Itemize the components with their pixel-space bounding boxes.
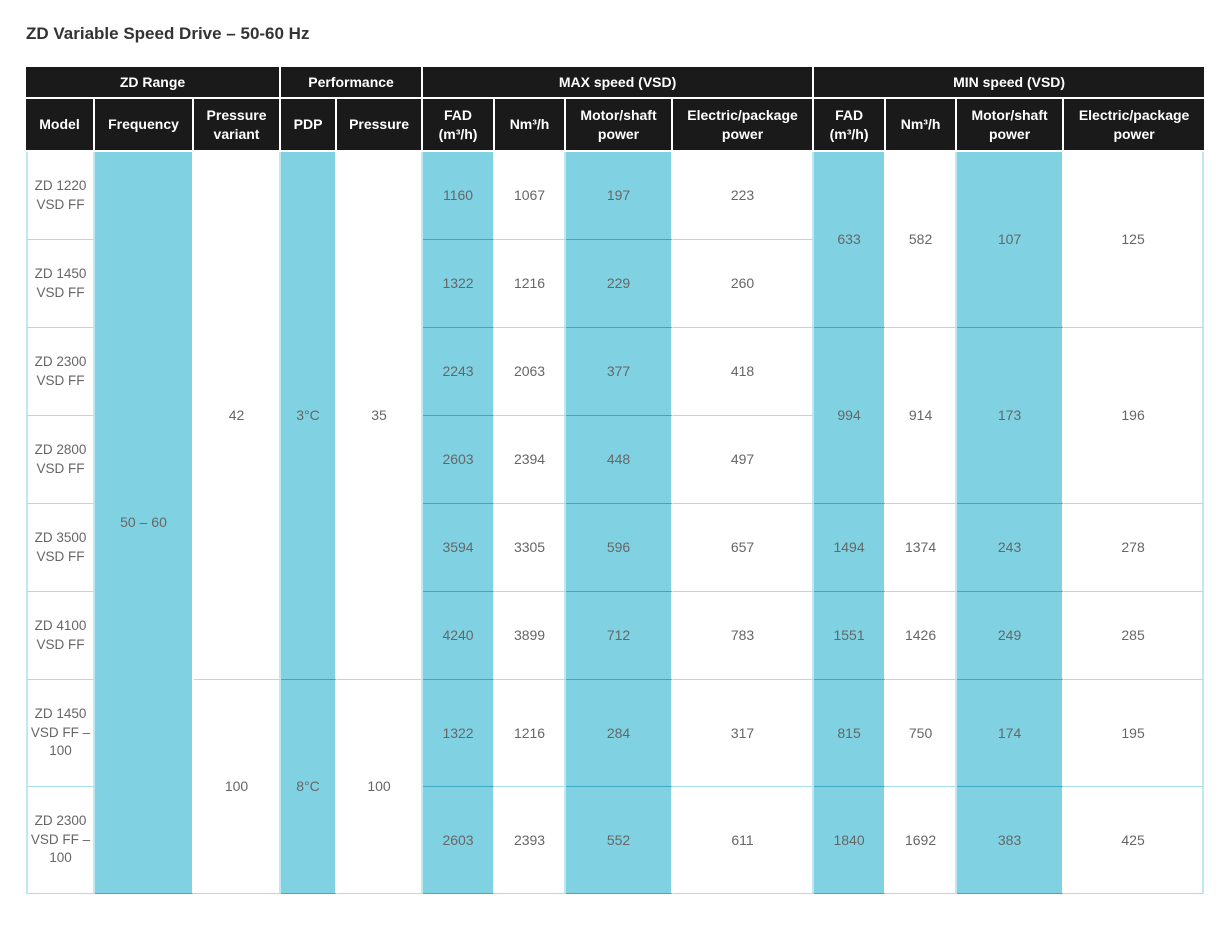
max-motor-power-cell: 229 <box>566 240 674 328</box>
min-nm3h-cell: 1692 <box>886 787 958 894</box>
max-motor-power-cell: 284 <box>566 680 674 787</box>
model-cell: ZD 2800 VSD FF <box>26 416 95 504</box>
min-electric-power-cell: 195 <box>1064 680 1205 787</box>
frequency-cell: 50 – 60 <box>95 152 194 894</box>
max-electric-power-cell: 418 <box>673 328 815 416</box>
max-nm3h-cell: 3305 <box>495 504 567 592</box>
max-fad-cell: 1160 <box>423 152 496 240</box>
max-motor-power-cell: 197 <box>566 152 674 240</box>
pressure-cell: 100 <box>337 680 424 894</box>
col-header-min-motor-power: Motor/shaft power <box>957 99 1065 152</box>
table-row: ZD 1450 VSD FF – 100 100 8°C 100 1322 12… <box>26 680 1205 894</box>
col-header-max-fad: FAD (m³/h) <box>423 99 496 152</box>
max-motor-power-cell: 596 <box>566 504 674 592</box>
min-electric-power-cell: 196 <box>1064 328 1205 504</box>
header-group-min-speed: MIN speed (VSD) <box>814 67 1205 99</box>
max-fad-cell: 2603 <box>423 416 496 504</box>
min-nm3h-cell: 582 <box>886 152 958 328</box>
max-nm3h-cell: 1216 <box>495 240 567 328</box>
max-motor-power-cell: 448 <box>566 416 674 504</box>
col-header-model: Model <box>26 99 95 152</box>
min-fad-cell: 633 <box>814 152 887 328</box>
max-nm3h-cell: 2063 <box>495 328 567 416</box>
min-electric-power-cell: 425 <box>1064 787 1205 894</box>
max-electric-power-cell: 611 <box>673 787 815 894</box>
max-electric-power-cell: 497 <box>673 416 815 504</box>
min-nm3h-cell: 750 <box>886 680 958 787</box>
max-fad-cell: 2243 <box>423 328 496 416</box>
header-group-zd-range: ZD Range <box>26 67 282 99</box>
min-nm3h-cell: 1426 <box>886 592 958 680</box>
min-nm3h-cell: 1374 <box>886 504 958 592</box>
min-motor-power-cell: 174 <box>957 680 1065 787</box>
max-fad-cell: 4240 <box>423 592 496 680</box>
header-group-performance: Performance <box>281 67 424 99</box>
pdp-cell: 3°C <box>281 152 338 680</box>
table-row: ZD 4100 VSD FF 4240 3899 712 783 1551 14… <box>26 592 1205 680</box>
table-row: ZD 2300 VSD FF – 100 2603 2393 552 611 1… <box>26 787 1205 894</box>
table-row: ZD 1450 VSD FF 1322 1216 229 260 <box>26 240 1204 328</box>
table-row: ZD 3500 VSD FF 3594 3305 596 657 1494 13… <box>26 504 1205 592</box>
min-nm3h-cell: 914 <box>886 328 958 504</box>
table-row: ZD 1220 VSD FF 50 – 60 42 3°C 35 1160 10… <box>26 152 1205 894</box>
col-header-pressure: Pressure <box>337 99 424 152</box>
min-electric-power-cell: 285 <box>1064 592 1205 680</box>
table-row: ZD 2800 VSD FF 2603 2394 448 497 <box>26 416 1204 504</box>
min-electric-power-cell: 278 <box>1064 504 1205 592</box>
max-electric-power-cell: 223 <box>673 152 815 240</box>
max-fad-cell: 1322 <box>423 680 496 787</box>
max-nm3h-cell: 2394 <box>495 416 567 504</box>
pdp-cell: 8°C <box>281 680 338 894</box>
model-cell: ZD 1450 VSD FF <box>26 240 95 328</box>
specification-table: ZD Range Performance MAX speed (VSD) MIN… <box>26 67 1205 894</box>
max-fad-cell: 2603 <box>423 787 496 894</box>
pressure-variant-cell: 100 <box>194 680 282 894</box>
max-electric-power-cell: 657 <box>673 504 815 592</box>
min-fad-cell: 1494 <box>814 504 887 592</box>
col-header-pressure-variant: Pressure variant <box>194 99 282 152</box>
pressure-cell: 35 <box>337 152 424 680</box>
min-fad-cell: 815 <box>814 680 887 787</box>
min-fad-cell: 994 <box>814 328 887 504</box>
col-header-max-motor-power: Motor/shaft power <box>566 99 674 152</box>
max-motor-power-cell: 552 <box>566 787 674 894</box>
model-cell: ZD 3500 VSD FF <box>26 504 95 592</box>
model-cell: ZD 4100 VSD FF <box>26 592 95 680</box>
pressure-variant-cell: 42 <box>194 152 282 680</box>
col-header-max-electric-power: Electric/package power <box>673 99 815 152</box>
min-motor-power-cell: 173 <box>957 328 1065 504</box>
max-electric-power-cell: 260 <box>673 240 815 328</box>
col-header-pdp: PDP <box>281 99 338 152</box>
min-fad-cell: 1551 <box>814 592 887 680</box>
col-header-min-fad: FAD (m³/h) <box>814 99 887 152</box>
header-group-max-speed: MAX speed (VSD) <box>423 67 815 99</box>
max-motor-power-cell: 377 <box>566 328 674 416</box>
model-cell: ZD 2300 VSD FF <box>26 328 95 416</box>
col-header-max-nm3h: Nm³/h <box>495 99 567 152</box>
table-row: ZD 2300 VSD FF 2243 2063 377 418 994 914… <box>26 328 1205 504</box>
max-nm3h-cell: 1067 <box>495 152 567 240</box>
max-fad-cell: 3594 <box>423 504 496 592</box>
model-cell: ZD 1450 VSD FF – 100 <box>26 680 95 787</box>
min-motor-power-cell: 383 <box>957 787 1065 894</box>
min-motor-power-cell: 243 <box>957 504 1065 592</box>
col-header-min-electric-power: Electric/package power <box>1064 99 1205 152</box>
min-electric-power-cell: 125 <box>1064 152 1205 328</box>
max-motor-power-cell: 712 <box>566 592 674 680</box>
model-cell: ZD 2300 VSD FF – 100 <box>26 787 95 894</box>
max-fad-cell: 1322 <box>423 240 496 328</box>
model-cell: ZD 1220 VSD FF <box>26 152 95 240</box>
max-nm3h-cell: 2393 <box>495 787 567 894</box>
max-nm3h-cell: 1216 <box>495 680 567 787</box>
min-motor-power-cell: 107 <box>957 152 1065 328</box>
max-electric-power-cell: 317 <box>673 680 815 787</box>
min-fad-cell: 1840 <box>814 787 887 894</box>
max-electric-power-cell: 783 <box>673 592 815 680</box>
min-motor-power-cell: 249 <box>957 592 1065 680</box>
col-header-frequency: Frequency <box>95 99 194 152</box>
col-header-min-nm3h: Nm³/h <box>886 99 958 152</box>
max-nm3h-cell: 3899 <box>495 592 567 680</box>
page-title: ZD Variable Speed Drive – 50-60 Hz <box>26 24 310 43</box>
